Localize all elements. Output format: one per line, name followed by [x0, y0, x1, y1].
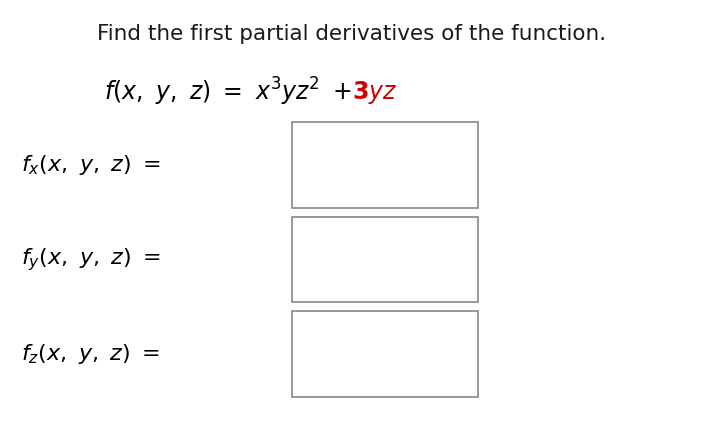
Text: $\mathit{f}(\mathit{x},\ \mathit{y},\ \mathit{z})\ =\ \mathit{x}^3\mathit{y}\mat: $\mathit{f}(\mathit{x},\ \mathit{y},\ \m… [104, 76, 352, 109]
FancyBboxPatch shape [292, 122, 478, 208]
Text: $\mathit{f}_{z}(\mathit{x},\ \mathit{y},\ \mathit{z})\ =$: $\mathit{f}_{z}(\mathit{x},\ \mathit{y},… [21, 342, 160, 366]
Text: $\mathit{f}_{x}(\mathit{x},\ \mathit{y},\ \mathit{z})\ =$: $\mathit{f}_{x}(\mathit{x},\ \mathit{y},… [21, 153, 161, 177]
FancyBboxPatch shape [292, 311, 478, 397]
FancyBboxPatch shape [292, 217, 478, 302]
Text: $\mathit{f}_{y}(\mathit{x},\ \mathit{y},\ \mathit{z})\ =$: $\mathit{f}_{y}(\mathit{x},\ \mathit{y},… [21, 246, 161, 273]
Text: $\mathbf{3}\mathit{yz}$: $\mathbf{3}\mathit{yz}$ [352, 79, 396, 106]
Text: Find the first partial derivatives of the function.: Find the first partial derivatives of th… [97, 24, 606, 44]
